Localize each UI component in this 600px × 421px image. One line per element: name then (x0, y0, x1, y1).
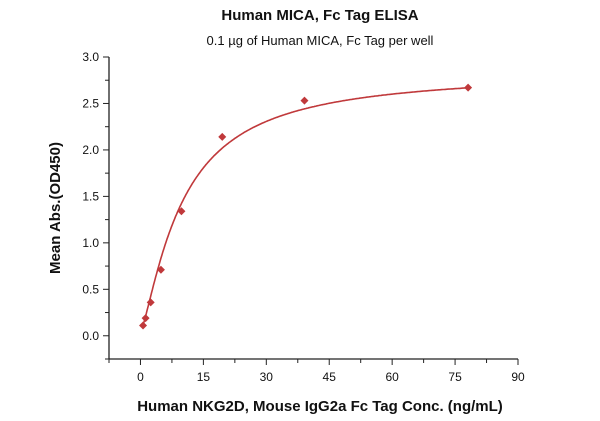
chart-subtitle: 0.1 µg of Human MICA, Fc Tag per well (207, 33, 434, 48)
x-tick-label: 30 (260, 370, 274, 384)
data-point (146, 298, 155, 307)
x-tick-label: 75 (448, 370, 462, 384)
x-axis-label: Human NKG2D, Mouse IgG2a Fc Tag Conc. (n… (137, 398, 503, 415)
y-axis-label: Mean Abs.(OD450) (47, 142, 64, 274)
data-point (141, 314, 150, 323)
y-tick-label: 0.5 (82, 282, 99, 296)
fit-curve (142, 87, 468, 326)
data-point (177, 207, 186, 216)
y-tick-label: 2.5 (82, 96, 99, 110)
data-point (300, 96, 309, 105)
y-tick-label: 1.5 (82, 189, 99, 203)
x-tick-label: 90 (511, 370, 525, 384)
x-tick-label: 15 (197, 370, 211, 384)
x-tick-label: 0 (137, 370, 144, 384)
y-tick-label: 3.0 (82, 50, 99, 64)
data-point (156, 265, 165, 274)
y-tick-label: 0.0 (82, 329, 99, 343)
data-point (464, 83, 473, 92)
chart-title: Human MICA, Fc Tag ELISA (221, 7, 418, 24)
y-tick-label: 2.0 (82, 143, 99, 157)
x-tick-label: 45 (323, 370, 337, 384)
data-point (139, 321, 148, 330)
x-tick-label: 60 (385, 370, 399, 384)
data-point (218, 132, 227, 141)
y-tick-label: 1.0 (82, 236, 99, 250)
